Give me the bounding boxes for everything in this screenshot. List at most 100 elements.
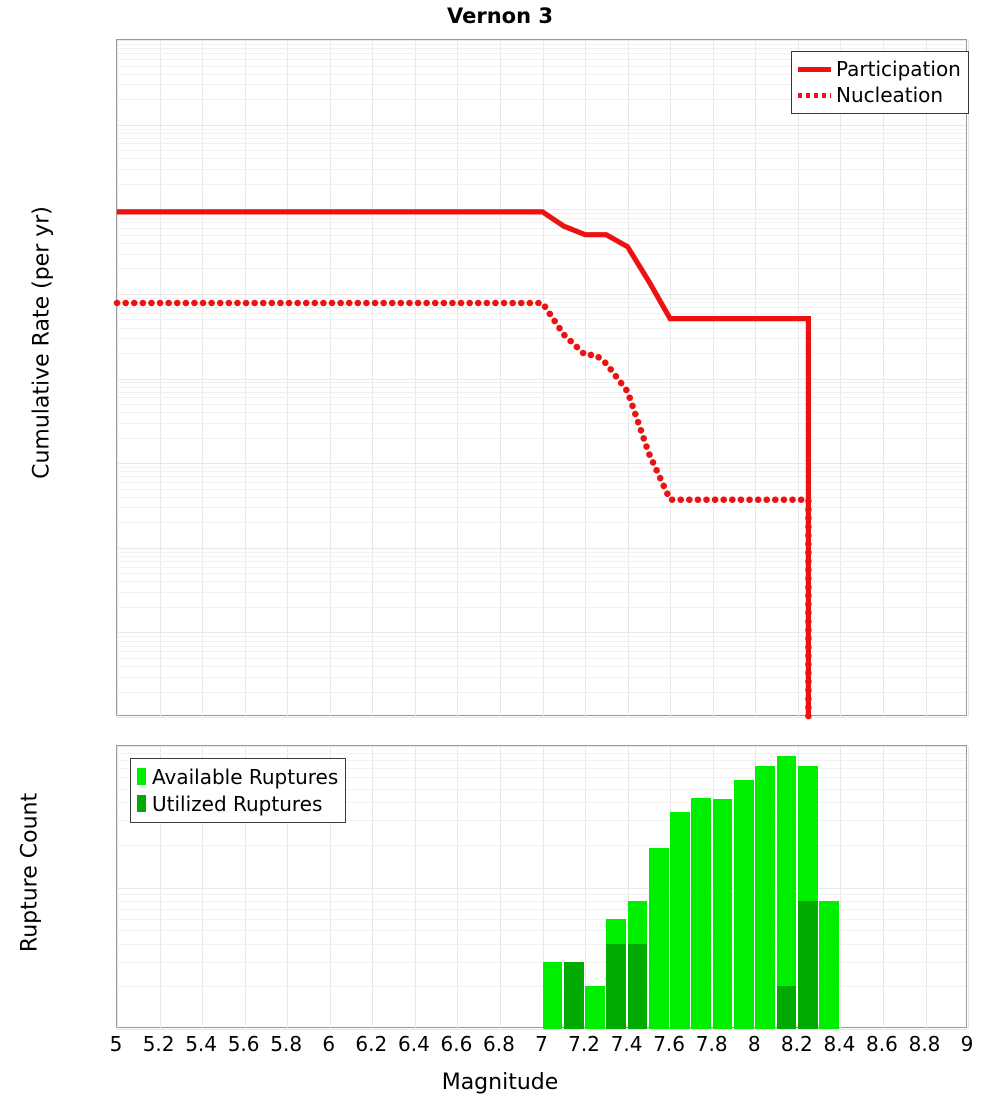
gridline-horizontal-minor — [117, 488, 966, 490]
gridline-horizontal — [117, 632, 966, 634]
histogram-bar — [691, 797, 712, 1029]
gridline-horizontal-minor — [117, 84, 966, 86]
gridline-horizontal-minor — [117, 412, 966, 414]
x-tick-label: 6 — [322, 1032, 336, 1056]
gridline-horizontal — [117, 547, 966, 549]
curve-nucleation — [113, 299, 812, 721]
bar-segment-available — [691, 797, 712, 1029]
legend-item-utilized-ruptures: Utilized Ruptures — [137, 790, 338, 817]
gridline-horizontal-minor — [117, 592, 966, 593]
gridline-horizontal-minor — [117, 522, 966, 524]
histogram-bar — [542, 961, 563, 1029]
x-tick-label: 5.6 — [227, 1032, 260, 1056]
solid-line-icon — [798, 66, 831, 72]
bar-segment-available — [776, 756, 797, 1029]
gridline-horizontal — [117, 1029, 966, 1030]
gridline-horizontal-minor — [117, 481, 966, 483]
gridline-horizontal-minor — [117, 752, 966, 754]
gridline-horizontal-minor — [117, 551, 966, 553]
bar-segment-available — [755, 766, 776, 1029]
gridline-horizontal-minor — [117, 759, 966, 761]
gridline-horizontal-minor — [117, 636, 966, 638]
x-tick-label: 6.4 — [397, 1032, 430, 1056]
gridline-horizontal-minor — [117, 65, 966, 67]
gridline-horizontal-minor — [117, 158, 966, 160]
gridline-horizontal-minor — [117, 327, 966, 329]
gridline-horizontal-minor — [117, 894, 966, 895]
gridline-horizontal — [117, 746, 966, 747]
gridline-horizontal-minor — [117, 471, 966, 473]
gridline-horizontal-minor — [117, 901, 966, 903]
gridline-horizontal-minor — [117, 404, 966, 405]
gridline-horizontal-minor — [117, 930, 966, 932]
gridline-horizontal-minor — [117, 467, 966, 468]
gridline-horizontal-minor — [117, 228, 966, 229]
gridline-horizontal-minor — [117, 234, 966, 236]
gridline-horizontal-minor — [117, 820, 966, 821]
gridline-horizontal-minor — [117, 943, 966, 945]
gridline-horizontal-minor — [117, 581, 966, 583]
bar-segment-utilized — [606, 943, 627, 1029]
gridline-horizontal-minor — [117, 651, 966, 653]
histogram-bar — [670, 812, 690, 1029]
gridline-vertical — [968, 746, 969, 1029]
gridline-horizontal-minor — [117, 53, 966, 55]
x-tick-label: 8.6 — [865, 1032, 898, 1056]
gridline-horizontal-minor — [117, 132, 966, 134]
histogram-bar — [648, 848, 669, 1029]
gridline-horizontal-minor — [117, 268, 966, 270]
gridline-horizontal-minor — [117, 767, 966, 769]
gridline-horizontal-minor — [117, 307, 966, 308]
gridline-horizontal-minor — [117, 137, 966, 139]
page-title: Vernon 3 — [447, 4, 553, 28]
legend-item-available-ruptures: Available Ruptures — [137, 763, 338, 790]
gridline-horizontal-minor — [117, 312, 966, 314]
histogram-bar — [819, 901, 839, 1029]
gridline-horizontal-minor — [117, 918, 966, 920]
gridline-horizontal-minor — [117, 73, 966, 75]
gridline-horizontal-minor — [117, 657, 966, 659]
x-tick-label: 7 — [535, 1032, 548, 1056]
gridline-horizontal-minor — [117, 566, 966, 568]
x-tick-label: 7.8 — [695, 1032, 728, 1056]
bar-segment-utilized — [563, 961, 584, 1029]
top-plot-legend: Participation Nucleation — [791, 51, 969, 114]
gridline-horizontal-minor — [117, 391, 966, 393]
gridline-horizontal-minor — [117, 150, 966, 152]
dotted-line-icon — [798, 92, 831, 98]
gridline-horizontal — [117, 293, 966, 295]
gridline-horizontal-minor — [117, 242, 966, 244]
gridline-horizontal-minor — [117, 382, 966, 384]
gridline-horizontal-minor — [117, 844, 966, 846]
gridline-horizontal — [117, 463, 966, 465]
gridline-horizontal-minor — [117, 802, 966, 804]
bar-segment-utilized — [776, 986, 797, 1029]
histogram-bar — [776, 756, 797, 1029]
legend-label-nucleation: Nucleation — [836, 83, 944, 107]
x-tick-label: 5.8 — [270, 1032, 303, 1056]
bar-segment-available — [648, 848, 669, 1029]
utilized-swatch-icon — [137, 795, 146, 812]
gridline-horizontal-minor — [117, 338, 966, 340]
x-tick-label: 6.2 — [355, 1032, 388, 1056]
legend-item-nucleation: Nucleation — [798, 82, 961, 108]
gridline-horizontal — [117, 378, 966, 380]
rupture-count-plot: Available Ruptures Utilized Ruptures — [116, 745, 969, 1030]
x-axis-label: Magnitude — [441, 1070, 559, 1095]
gridline-horizontal-minor — [117, 43, 966, 45]
bar-segment-utilized — [627, 943, 648, 1029]
gridline-horizontal-minor — [117, 319, 966, 321]
gridline-horizontal-minor — [117, 58, 966, 60]
gridline-horizontal-minor — [117, 645, 966, 647]
mfd-curves — [113, 209, 812, 721]
histogram-bar — [606, 918, 627, 1029]
gridline-horizontal-minor — [117, 909, 966, 911]
gridline-horizontal-minor — [117, 397, 966, 399]
legend-label-available: Available Ruptures — [152, 764, 339, 789]
gridline-horizontal-minor — [117, 128, 966, 130]
gridline-horizontal-minor — [117, 496, 966, 498]
x-tick-label: 5.4 — [185, 1032, 217, 1056]
gridline-horizontal — [117, 40, 966, 41]
gridline-horizontal-minor — [117, 222, 966, 224]
legend-label-participation: Participation — [836, 57, 961, 81]
